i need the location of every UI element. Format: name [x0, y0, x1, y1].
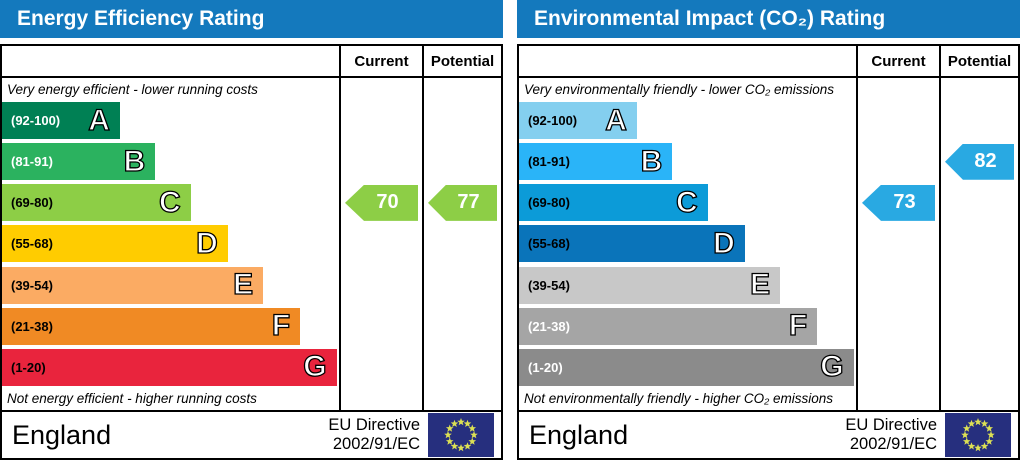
co2-panel-footer: England EU Directive 2002/91/EC: [517, 410, 1020, 460]
band-row-b: (81-91) B: [2, 141, 501, 183]
band-f: (21-38) F: [519, 307, 818, 345]
band-letter: G: [820, 350, 845, 384]
band-letter: B: [640, 144, 663, 178]
band-letter: D: [712, 226, 735, 260]
current-rating-value: 70: [376, 191, 399, 214]
band-letter: C: [675, 185, 698, 219]
eu-directive-label: EU Directive 2002/91/EC: [845, 416, 937, 455]
band-range: (55-68): [528, 236, 570, 252]
top-note: Very energy efficient - lower running co…: [7, 81, 258, 97]
potential-column-header: Potential: [422, 46, 501, 76]
band-range: (21-38): [11, 318, 53, 334]
band-row-f: (21-38) F: [2, 305, 501, 347]
band-range: (69-80): [11, 195, 53, 211]
potential-column-header: Potential: [939, 46, 1018, 76]
band-g: (1-20) G: [519, 348, 854, 386]
potential-rating-value: 77: [457, 191, 480, 214]
energy-panel-footer: England EU Directive 2002/91/EC: [0, 410, 503, 460]
band-range: (1-20): [11, 359, 46, 375]
band-row-a: (92-100) A: [519, 100, 1018, 142]
bottom-note-row: Not environmentally friendly - higher CO…: [519, 387, 1018, 410]
bottom-note: Not energy efficient - higher running co…: [7, 391, 257, 407]
band-range: (81-91): [11, 154, 53, 170]
top-note: Very environmentally friendly - lower CO…: [524, 81, 834, 97]
eu-directive-line2: 2002/91/EC: [849, 435, 937, 453]
current-rating-arrow: 73: [862, 184, 935, 221]
band-a: (92-100) A: [519, 102, 637, 140]
band-letter: F: [271, 309, 291, 343]
band-row-c: (69-80) C 70 77: [2, 182, 501, 224]
band-row-c: (69-80) C 73: [519, 182, 1018, 224]
potential-rating-value: 82: [974, 150, 997, 173]
energy-efficiency-panel: Energy Efficiency Rating Current Potenti…: [0, 0, 503, 464]
potential-rating-arrow: 82: [945, 143, 1014, 180]
band-range: (69-80): [528, 195, 570, 211]
co2-panel-title: Environmental Impact (CO₂) Rating: [517, 0, 1020, 38]
band-b: (81-91) B: [2, 143, 156, 181]
band-letter: A: [88, 103, 111, 137]
eu-flag-icon: [945, 413, 1011, 457]
eu-directive-line1: EU Directive: [845, 415, 937, 434]
band-letter: E: [233, 268, 254, 302]
band-letter: E: [750, 268, 771, 302]
current-rating-arrow: 70: [345, 184, 418, 221]
top-note-row: Very energy efficient - lower running co…: [2, 78, 501, 100]
band-range: (39-54): [528, 277, 570, 293]
current-rating-value: 73: [893, 191, 916, 214]
spacer-cell: [519, 46, 856, 76]
band-d: (55-68) D: [519, 225, 745, 263]
band-b: (81-91) B: [519, 143, 673, 181]
energy-rating-chart: Current Potential Very energy efficient …: [0, 44, 503, 412]
energy-panel-title: Energy Efficiency Rating: [0, 0, 503, 38]
band-f: (21-38) F: [2, 307, 301, 345]
eu-directive-line1: EU Directive: [328, 415, 420, 434]
band-row-e: (39-54) E: [519, 264, 1018, 306]
eu-directive-label: EU Directive 2002/91/EC: [328, 416, 420, 455]
band-range: (39-54): [11, 277, 53, 293]
bottom-note: Not environmentally friendly - higher CO…: [524, 391, 834, 407]
band-letter: F: [788, 309, 808, 343]
band-row-g: (1-20) G: [519, 346, 1018, 388]
band-letter: B: [123, 144, 146, 178]
band-c: (69-80) C: [2, 184, 191, 222]
band-g: (1-20) G: [2, 348, 337, 386]
band-letter: C: [158, 185, 181, 219]
current-column-header: Current: [339, 46, 422, 76]
environmental-impact-panel: Environmental Impact (CO₂) Rating Curren…: [517, 0, 1020, 464]
current-column-header: Current: [856, 46, 939, 76]
spacer-cell: [2, 46, 339, 76]
band-range: (21-38): [528, 318, 570, 334]
band-row-b: (81-91) B 82: [519, 141, 1018, 183]
band-range: (92-100): [11, 113, 61, 129]
band-d: (55-68) D: [2, 225, 228, 263]
band-letter: D: [195, 226, 218, 260]
column-header-row: Current Potential: [2, 46, 501, 78]
band-row-e: (39-54) E: [2, 264, 501, 306]
co2-rating-chart: Current Potential Very environmentally f…: [517, 44, 1020, 412]
band-range: (92-100): [528, 113, 578, 129]
band-row-d: (55-68) D: [519, 223, 1018, 265]
band-letter: A: [605, 103, 628, 137]
potential-rating-arrow: 77: [428, 184, 497, 221]
band-a: (92-100) A: [2, 102, 120, 140]
band-e: (39-54) E: [519, 266, 781, 304]
band-row-f: (21-38) F: [519, 305, 1018, 347]
band-range: (1-20): [528, 359, 563, 375]
bottom-note-row: Not energy efficient - higher running co…: [2, 387, 501, 410]
band-row-a: (92-100) A: [2, 100, 501, 142]
eu-flag-icon: [428, 413, 494, 457]
band-letter: G: [303, 350, 328, 384]
top-note-row: Very environmentally friendly - lower CO…: [519, 78, 1018, 100]
column-header-row: Current Potential: [519, 46, 1018, 78]
band-row-g: (1-20) G: [2, 346, 501, 388]
band-e: (39-54) E: [2, 266, 264, 304]
region-label: England: [12, 419, 112, 450]
band-range: (81-91): [528, 154, 570, 170]
eu-directive-line2: 2002/91/EC: [332, 435, 420, 453]
band-c: (69-80) C: [519, 184, 708, 222]
band-range: (55-68): [11, 236, 53, 252]
band-row-d: (55-68) D: [2, 223, 501, 265]
region-label: England: [529, 419, 629, 450]
